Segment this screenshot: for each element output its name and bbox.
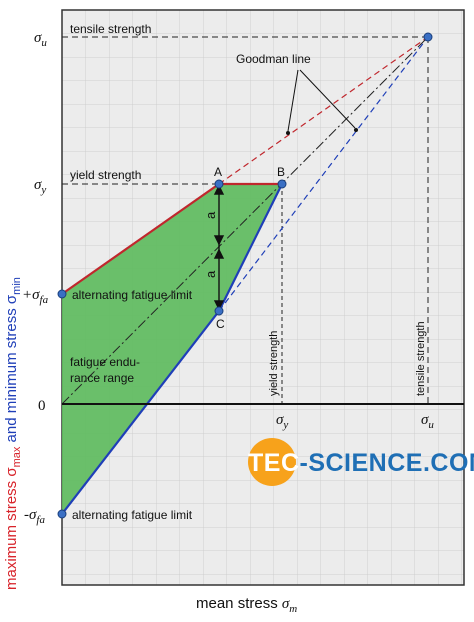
x-tick-sigma-y: σy xyxy=(276,412,288,431)
tensile-strength-label: tensile strength xyxy=(70,22,151,36)
point-b-label: B xyxy=(277,165,285,179)
x-tick-sigma-u: σu xyxy=(421,412,434,431)
amplitude-arrows xyxy=(213,184,225,311)
y-tick-zero: 0 xyxy=(38,398,46,414)
y-axis-title-min-sub: min xyxy=(11,277,23,295)
logo-circle xyxy=(248,438,296,486)
fatigue-range-line-2: rance range xyxy=(70,371,134,385)
alternating-fatigue-limit-upper: alternating fatigue limit xyxy=(72,288,193,302)
mean-stress-line xyxy=(61,36,429,405)
goodman-line-lower xyxy=(218,36,429,312)
goodman-pointers xyxy=(287,69,356,132)
y-tick-plus-sigma-fa: +σfa xyxy=(22,287,49,306)
point-a-marker xyxy=(214,179,224,189)
goodman-line-upper xyxy=(218,36,429,185)
tensile-strength-vertical-label: tensile strength xyxy=(415,321,427,396)
fatigue-endurance-region xyxy=(62,184,282,514)
plus-sigma-fa-marker xyxy=(57,289,67,299)
yield-strength-vertical-label: yield strength xyxy=(268,331,280,396)
y-tick-minus-sigma-fa: -σfa xyxy=(24,507,45,526)
point-c-label: C xyxy=(216,317,225,331)
yield-strength-label: yield strength xyxy=(70,168,141,182)
amplitude-a-upper: a xyxy=(203,211,218,219)
y-axis-title: maximum stress σmax and minimum stress σ… xyxy=(3,277,23,590)
y-tick-sigma-y: σy xyxy=(34,177,46,196)
sigma-u-marker xyxy=(423,32,433,42)
goodman-pointer-dot-2 xyxy=(354,128,358,132)
alternating-fatigue-limit-lower: alternating fatigue limit xyxy=(72,508,193,522)
fatigue-range-line-1: fatigue endu- xyxy=(70,355,140,369)
amplitude-a-lower: a xyxy=(203,270,218,278)
x-axis-title: mean stress σm xyxy=(196,595,297,615)
y-axis-title-max: maximum stress σ xyxy=(3,467,20,590)
point-b-marker xyxy=(277,179,287,189)
goodman-pointer-dot-1 xyxy=(286,131,290,135)
goodman-line-label: Goodman line xyxy=(236,52,311,66)
y-tick-sigma-u: σu xyxy=(34,30,47,49)
tec-science-logo: TEC-SCIENCE.COM xyxy=(248,438,474,486)
logo-text: TEC-SCIENCE.COM xyxy=(248,449,474,477)
point-a-label: A xyxy=(214,165,222,179)
point-c-marker xyxy=(214,306,224,316)
y-axis-title-max-sub: max xyxy=(11,446,23,467)
minus-sigma-fa-marker xyxy=(57,509,67,519)
y-axis-title-min: and minimum stress σ xyxy=(3,294,20,447)
